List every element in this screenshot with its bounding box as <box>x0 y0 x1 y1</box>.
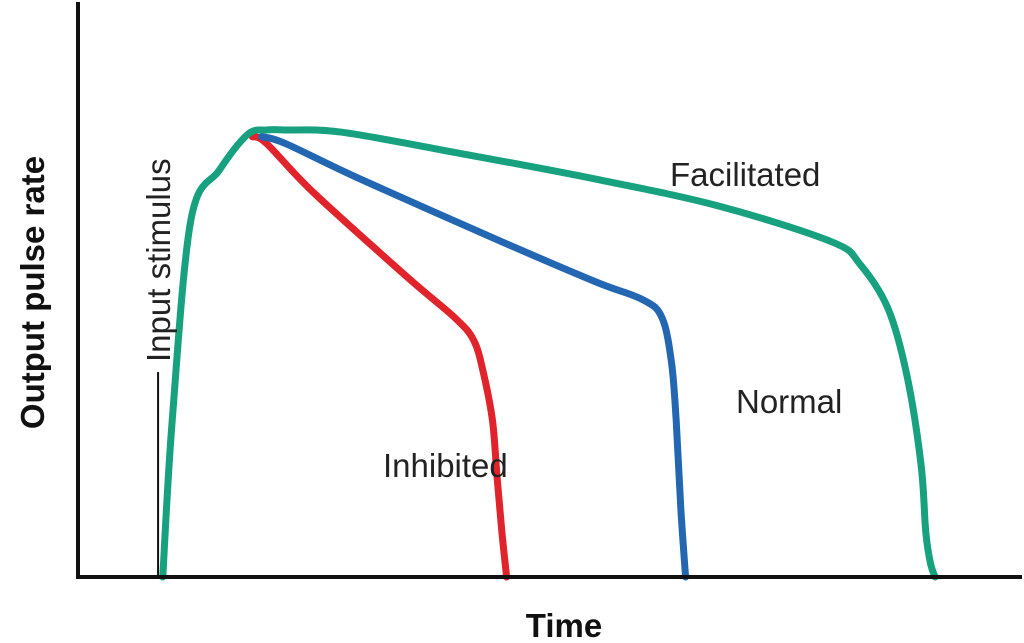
y-axis-title: Output pulse rate <box>14 156 51 429</box>
input-stimulus-label: Input stimulus <box>140 158 177 362</box>
series-line-facilitated <box>159 126 939 581</box>
x-axis-title: Time <box>526 607 602 643</box>
series-line-normal <box>258 133 690 581</box>
series-label-inhibited: Inhibited <box>383 447 508 484</box>
axes <box>76 2 1022 579</box>
series-line-inhibited <box>248 133 511 581</box>
plot-area <box>159 126 939 581</box>
series-label-facilitated: Facilitated <box>670 156 820 193</box>
series-label-normal: Normal <box>736 383 842 420</box>
